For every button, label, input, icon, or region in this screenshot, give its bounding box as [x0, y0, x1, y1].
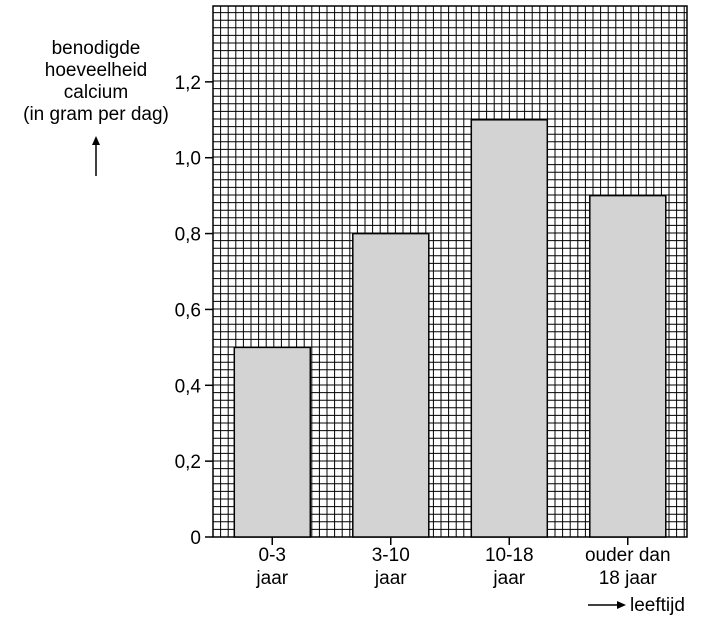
y-tick-label: 0,4 [175, 376, 202, 397]
arrows [92, 136, 626, 609]
x-tick-label: 0-3 [259, 545, 286, 566]
bar [352, 232, 430, 538]
x-tick-label: 3-10 [372, 545, 410, 566]
bars [233, 119, 667, 538]
x-tick-label: 10-18 [485, 545, 534, 566]
y-axis-label-line: benodigde [51, 38, 141, 59]
y-axis-label: benodigde hoeveelheid calcium (in gram p… [0, 38, 192, 126]
x-tick-label: 18 jaar [599, 568, 658, 589]
y-tick-label: 0,2 [175, 452, 201, 473]
y-axis-label-line: (in gram per dag) [23, 104, 169, 125]
bar [589, 194, 667, 538]
y-axis-label-line: calcium [63, 82, 129, 103]
y-tick-label: 1,2 [175, 73, 201, 94]
y-axis-arrowhead [92, 136, 100, 145]
labels: 00,20,40,60,81,01,20-3jaar3-10jaar10-18j… [175, 73, 685, 616]
y-tick-label: 0,6 [175, 300, 201, 321]
y-tick-label: 0,8 [175, 225, 201, 246]
plot-frame [212, 5, 688, 538]
bar [470, 119, 549, 538]
axes [205, 81, 629, 545]
x-tick-label: jaar [255, 568, 288, 589]
x-tick-label: jaar [492, 568, 525, 589]
x-tick-label: jaar [374, 568, 407, 589]
bar [233, 346, 312, 538]
x-axis-label: leeftijd [630, 595, 685, 616]
y-axis-label-line: hoeveelheid [44, 60, 148, 81]
y-tick-label: 0 [190, 528, 201, 549]
x-axis-arrowhead [617, 601, 626, 609]
x-tick-label: ouder dan [585, 545, 671, 566]
y-tick-label: 1,0 [175, 149, 201, 170]
